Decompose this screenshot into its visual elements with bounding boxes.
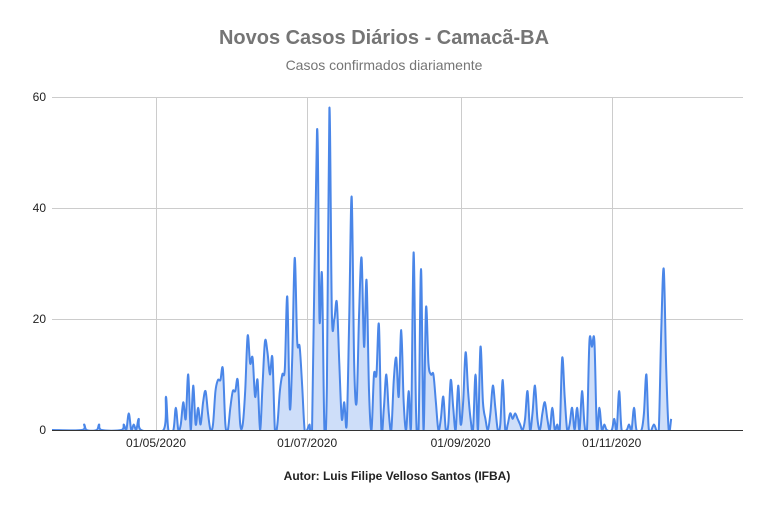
y-tick-label: 60 — [33, 90, 47, 104]
series-line — [52, 107, 673, 430]
series — [52, 107, 673, 430]
y-tick-label: 0 — [39, 423, 46, 437]
x-axis-label: Autor: Luis Filipe Velloso Santos (IFBA) — [284, 469, 511, 483]
x-tick-label: 01/05/2020 — [126, 436, 186, 450]
x-tick-label: 01/07/2020 — [277, 436, 337, 450]
y-tick-label: 20 — [33, 312, 47, 326]
y-tick-label: 40 — [33, 201, 47, 215]
chart-subtitle: Casos confirmados diariamente — [286, 57, 483, 73]
x-tick-label: 01/11/2020 — [582, 436, 641, 450]
x-tick-label: 01/09/2020 — [431, 436, 491, 450]
gridlines — [52, 97, 743, 430]
y-axis-ticks: 0 20 40 60 — [33, 90, 47, 437]
x-axis-ticks: 01/05/2020 01/07/2020 01/09/2020 01/11/2020 — [126, 436, 642, 450]
chart-title: Novos Casos Diários - Camacã-BA — [219, 27, 549, 49]
